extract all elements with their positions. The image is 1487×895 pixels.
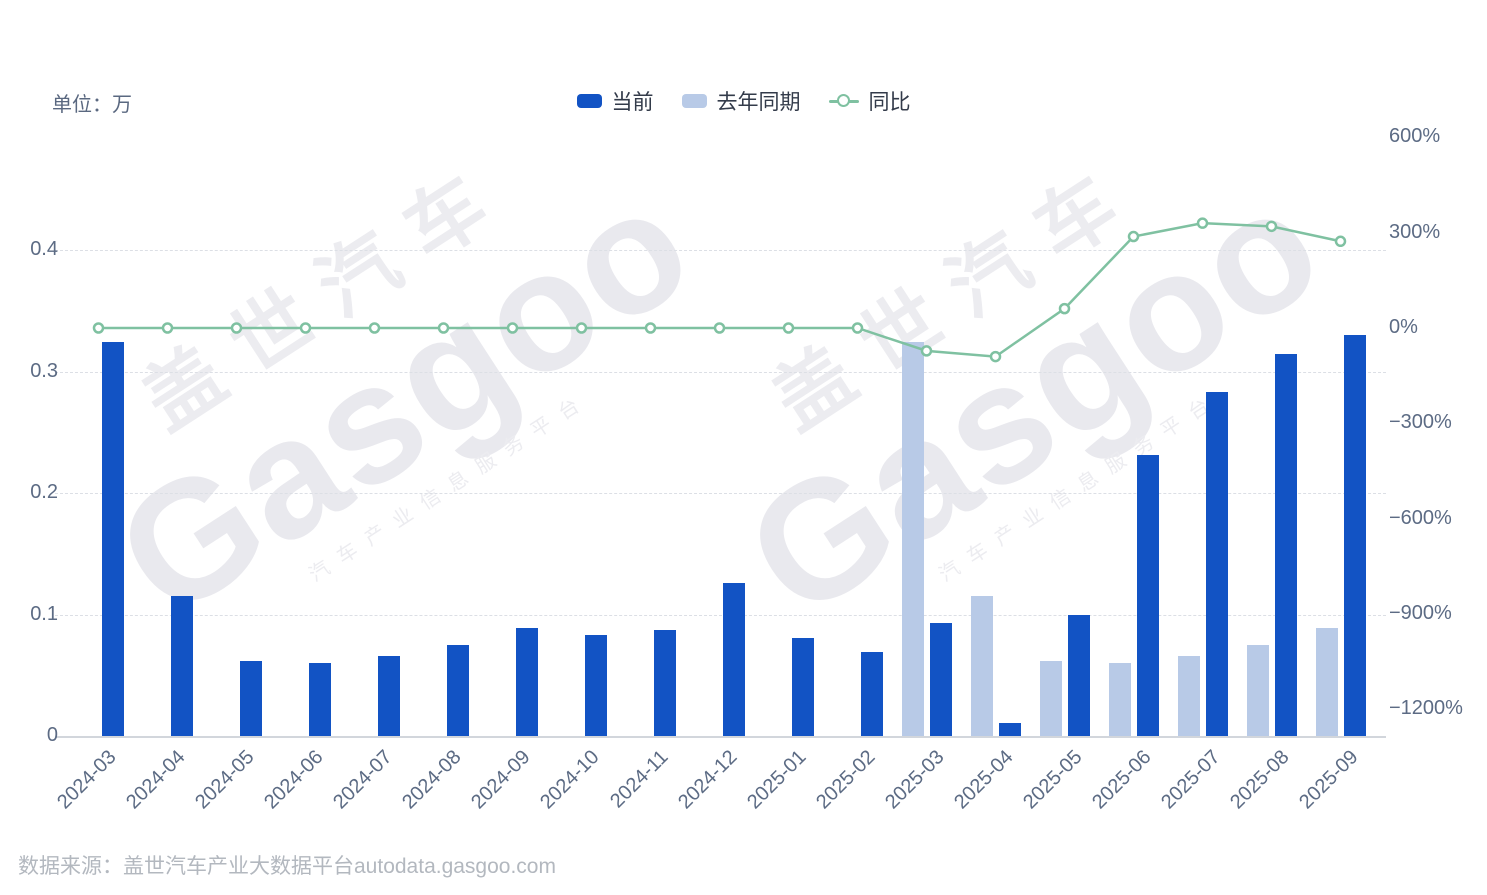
bar-current-2025-08[interactable] [1274, 354, 1297, 736]
bar-current-2025-06[interactable] [1136, 455, 1159, 736]
yoy-point-2024-07[interactable] [368, 322, 381, 334]
y-right-label-0: 0% [1389, 316, 1418, 338]
yoy-point-2025-02[interactable] [851, 322, 864, 334]
bar-lastyear-2025-07[interactable] [1177, 655, 1200, 736]
yoy-point-2025-08[interactable] [1265, 220, 1278, 233]
x-label-2025-04: 2025-04 [949, 746, 1018, 814]
bar-current-2024-08[interactable] [446, 644, 469, 736]
bar-current-2025-04[interactable] [998, 722, 1021, 736]
bar-current-2025-07[interactable] [1205, 392, 1228, 736]
x-label-2025-03: 2025-03 [880, 746, 949, 814]
yoy-point-2024-03[interactable] [92, 322, 105, 334]
bar-current-2024-12[interactable] [722, 582, 745, 736]
gridline-0.3 [55, 371, 1386, 373]
y-right-label-300: 300% [1389, 220, 1441, 243]
yoy-point-2024-05[interactable] [230, 322, 243, 334]
yoy-point-2024-12[interactable] [713, 322, 726, 334]
chart-legend: 当前 去年同期 同比 [0, 86, 1487, 116]
x-label-2025-06: 2025-06 [1087, 746, 1156, 814]
x-label-2025-09: 2025-09 [1294, 746, 1363, 814]
y-right-label--1200: −1200% [1389, 697, 1463, 720]
x-axis-line [55, 736, 1386, 738]
y-left-label-0.3: 0.3 [30, 359, 58, 382]
bar-current-2024-04[interactable] [170, 596, 193, 736]
y-right-label--900: −900% [1389, 601, 1452, 624]
bar-current-2024-10[interactable] [584, 635, 607, 736]
yoy-point-2024-04[interactable] [161, 322, 174, 334]
yoy-point-2024-09[interactable] [506, 322, 519, 334]
x-label-2025-07: 2025-07 [1156, 746, 1225, 814]
x-label-2025-02: 2025-02 [811, 746, 880, 814]
bar-current-2025-02[interactable] [860, 652, 883, 736]
x-label-2025-08: 2025-08 [1225, 746, 1294, 814]
data-source-note: 数据来源：盖世汽车产业大数据平台autodata.gasgoo.com [18, 855, 556, 878]
yoy-point-2025-07[interactable] [1196, 217, 1209, 229]
gridline-0.4 [55, 250, 1386, 251]
legend-item-current[interactable]: 当前 [576, 86, 654, 116]
current-series-swatch [576, 94, 602, 108]
bar-current-2024-03[interactable] [101, 342, 124, 736]
x-label-2025-01: 2025-01 [742, 746, 811, 814]
legend-label-last-year: 去年同期 [716, 91, 801, 114]
legend-item-yoy[interactable]: 同比 [828, 86, 911, 116]
bar-lastyear-2025-05[interactable] [1039, 660, 1062, 736]
bar-current-2024-11[interactable] [653, 630, 676, 736]
yoy-point-2024-10[interactable] [575, 322, 588, 334]
bar-lastyear-2025-04[interactable] [970, 596, 993, 736]
x-label-2024-12: 2024-12 [673, 746, 742, 814]
bar-current-2024-05[interactable] [239, 660, 262, 736]
yoy-point-2025-09[interactable] [1334, 235, 1347, 248]
bar-current-2025-09[interactable] [1343, 335, 1366, 736]
y-right-label--600: −600% [1389, 506, 1452, 529]
y-left-label-0.4: 0.4 [30, 238, 58, 260]
yoy-point-2025-01[interactable] [782, 322, 795, 334]
bar-current-2024-06[interactable] [308, 663, 331, 736]
last-year-series-swatch [681, 94, 707, 108]
bar-lastyear-2025-08[interactable] [1246, 644, 1269, 736]
legend-item-last-year[interactable]: 去年同期 [681, 86, 801, 116]
yoy-point-2024-08[interactable] [437, 322, 450, 334]
x-label-2024-11: 2024-11 [605, 746, 673, 813]
bar-lastyear-2025-03[interactable] [901, 342, 924, 736]
y-right-label-600: 600% [1389, 125, 1441, 148]
bar-current-2024-07[interactable] [377, 655, 400, 736]
yoy-line [98, 221, 1341, 358]
bar-lastyear-2025-06[interactable] [1108, 663, 1131, 736]
yoy-point-2025-04[interactable] [989, 350, 1002, 363]
legend-label-yoy: 同比 [868, 91, 911, 114]
yoy-point-2024-11[interactable] [644, 322, 657, 334]
legend-label-current: 当前 [611, 91, 654, 114]
bar-current-2025-03[interactable] [929, 623, 952, 736]
gridline-0.2 [55, 493, 1386, 494]
y-left-label-0.1: 0.1 [30, 602, 58, 625]
yoy-point-2025-05[interactable] [1058, 302, 1071, 315]
x-label-2025-05: 2025-05 [1018, 746, 1087, 814]
bar-current-2024-09[interactable] [515, 627, 538, 736]
y-right-label--300: −300% [1389, 411, 1452, 434]
y-left-label-0.2: 0.2 [30, 481, 58, 503]
bar-lastyear-2025-09[interactable] [1315, 627, 1338, 736]
yoy-point-2024-06[interactable] [299, 322, 312, 334]
bar-current-2025-05[interactable] [1067, 614, 1090, 736]
bar-current-2025-01[interactable] [791, 637, 814, 736]
y-left-label-0: 0 [46, 724, 58, 746]
unit-label: 单位：万 [52, 94, 132, 116]
yoy-point-2025-06[interactable] [1127, 230, 1140, 243]
gridline-0.1 [55, 614, 1386, 616]
yoy-series-marker [828, 94, 859, 108]
